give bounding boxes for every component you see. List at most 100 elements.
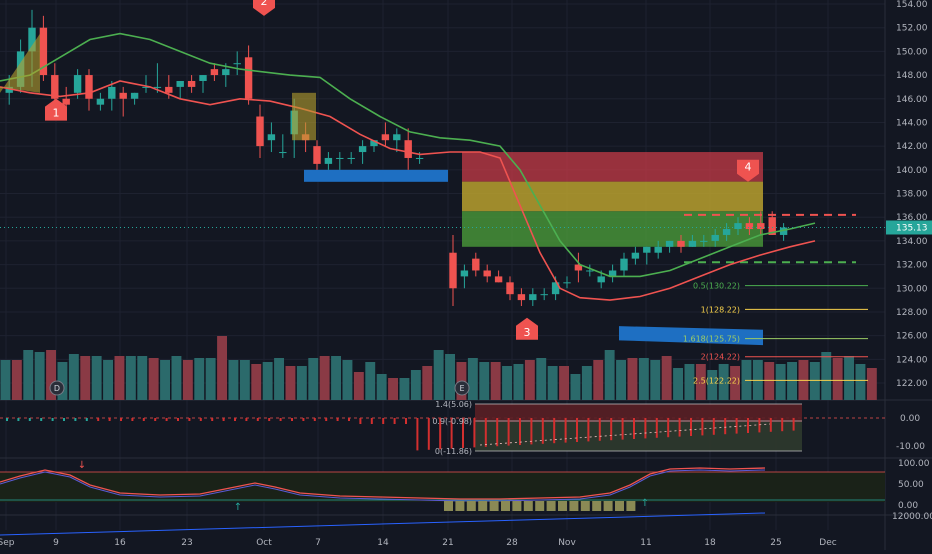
signal-marker bbox=[253, 0, 275, 16]
ma-line-green bbox=[0, 32, 816, 278]
volume-bar bbox=[319, 356, 330, 400]
volume-bar bbox=[650, 360, 661, 400]
osc1-histogram-bar bbox=[165, 418, 168, 421]
volume-bar bbox=[490, 362, 501, 400]
osc2-bar bbox=[489, 501, 499, 511]
candle-body bbox=[39, 27, 48, 76]
volume-bar bbox=[787, 362, 797, 400]
osc1-histogram-bar bbox=[154, 418, 157, 421]
time-tick-label: 7 bbox=[315, 538, 321, 548]
price-tick-label: 146.00 bbox=[896, 95, 928, 105]
last-price-label: 135.13 bbox=[896, 223, 928, 233]
osc1-histogram-bar bbox=[268, 418, 271, 421]
osc2-bar bbox=[535, 501, 545, 511]
volume-bar bbox=[673, 368, 683, 400]
candle-body bbox=[529, 294, 537, 301]
osc1-histogram-bar bbox=[496, 418, 499, 447]
volume-bar bbox=[239, 360, 250, 400]
osc1-signal-line bbox=[479, 423, 771, 446]
price-tick-label: 148.00 bbox=[896, 71, 928, 81]
osc2-bar bbox=[466, 501, 476, 511]
osc1-histogram-bar bbox=[735, 418, 738, 434]
volume-bar bbox=[262, 362, 273, 400]
candle-body bbox=[711, 234, 719, 241]
price-tick-label: 154.00 bbox=[896, 0, 928, 10]
candle-body bbox=[506, 282, 514, 295]
volume-bar bbox=[114, 356, 125, 400]
osc1-histogram-bar bbox=[473, 418, 476, 448]
candle-body bbox=[28, 27, 36, 52]
osc1-histogram-bar bbox=[724, 418, 727, 435]
volume-bar bbox=[68, 354, 79, 400]
candle-body bbox=[313, 146, 321, 164]
price-tick-label: 122.00 bbox=[896, 379, 928, 389]
osc1-histogram-bar bbox=[256, 418, 259, 421]
candle-body bbox=[267, 134, 276, 141]
time-tick-label: Dec bbox=[819, 538, 836, 548]
volume-bar bbox=[547, 366, 558, 400]
candle-body bbox=[768, 217, 776, 235]
candle-body bbox=[483, 270, 491, 277]
osc1-histogram-bar bbox=[769, 418, 772, 432]
osc1-histogram-bar bbox=[17, 418, 20, 421]
signal-marker-label: 4 bbox=[745, 161, 752, 174]
volume-bar bbox=[502, 366, 512, 400]
osc2-volume-line bbox=[0, 512, 766, 536]
volume-bar bbox=[103, 360, 113, 400]
osc1-histogram-bar bbox=[188, 418, 191, 421]
volume-bar bbox=[866, 368, 877, 400]
candle-body bbox=[358, 146, 367, 153]
osc1-histogram-bar bbox=[222, 418, 225, 421]
ma-line-red bbox=[0, 80, 816, 301]
osc1-histogram-bar bbox=[108, 418, 111, 421]
event-badge-label: E bbox=[459, 384, 464, 393]
osc1-level-label: 0(-11.86) bbox=[435, 447, 472, 456]
osc2-bar bbox=[444, 501, 453, 511]
volume-bar bbox=[57, 362, 68, 400]
time-tick-label: 16 bbox=[114, 538, 126, 548]
volume-bar bbox=[376, 374, 387, 400]
signal-marker bbox=[516, 317, 538, 340]
volume-bar bbox=[342, 360, 353, 400]
candle-body bbox=[449, 252, 457, 289]
osc1-histogram-bar bbox=[97, 418, 100, 421]
time-tick-label: Oct bbox=[256, 538, 272, 548]
osc2-tick-label: 0.00 bbox=[898, 501, 918, 511]
osc2-bar bbox=[546, 501, 556, 511]
volume-bar bbox=[433, 350, 444, 400]
osc2-bar bbox=[501, 501, 510, 511]
osc1-histogram-bar bbox=[633, 418, 635, 439]
candle-body bbox=[415, 157, 424, 159]
volume-bar bbox=[559, 366, 569, 400]
time-tick-label: 18 bbox=[704, 538, 716, 548]
volume-bar bbox=[718, 364, 729, 400]
osc2-line bbox=[0, 467, 766, 500]
osc1-histogram-bar bbox=[405, 418, 407, 424]
osc2-arrow-up: ↑ bbox=[234, 502, 242, 513]
candle-body bbox=[210, 69, 219, 76]
candle-body bbox=[631, 252, 640, 259]
candle-body bbox=[597, 276, 605, 283]
volume-bar bbox=[616, 360, 626, 400]
volume-bar bbox=[821, 352, 832, 400]
support-box bbox=[304, 169, 448, 182]
price-tick-label: 124.00 bbox=[896, 355, 928, 365]
volume-bar bbox=[182, 360, 193, 400]
forecast-zone-green bbox=[462, 211, 763, 247]
time-tick-label: Sep bbox=[0, 538, 15, 548]
candle-body bbox=[494, 276, 503, 283]
candle-body bbox=[745, 223, 754, 230]
osc1-histogram-bar bbox=[313, 418, 316, 421]
volume-bar bbox=[274, 358, 284, 400]
osc1-histogram-bar bbox=[74, 418, 77, 421]
volume-bar bbox=[91, 356, 102, 400]
volume-bar bbox=[593, 360, 604, 400]
fib-level-label: 2.5(122.22) bbox=[693, 376, 740, 385]
osc1-histogram-bar bbox=[85, 418, 88, 421]
osc1-histogram-bar bbox=[519, 418, 521, 445]
volume-bar bbox=[479, 362, 490, 400]
forecast-zone-yellow bbox=[462, 181, 763, 212]
osc1-histogram-bar bbox=[541, 418, 544, 444]
